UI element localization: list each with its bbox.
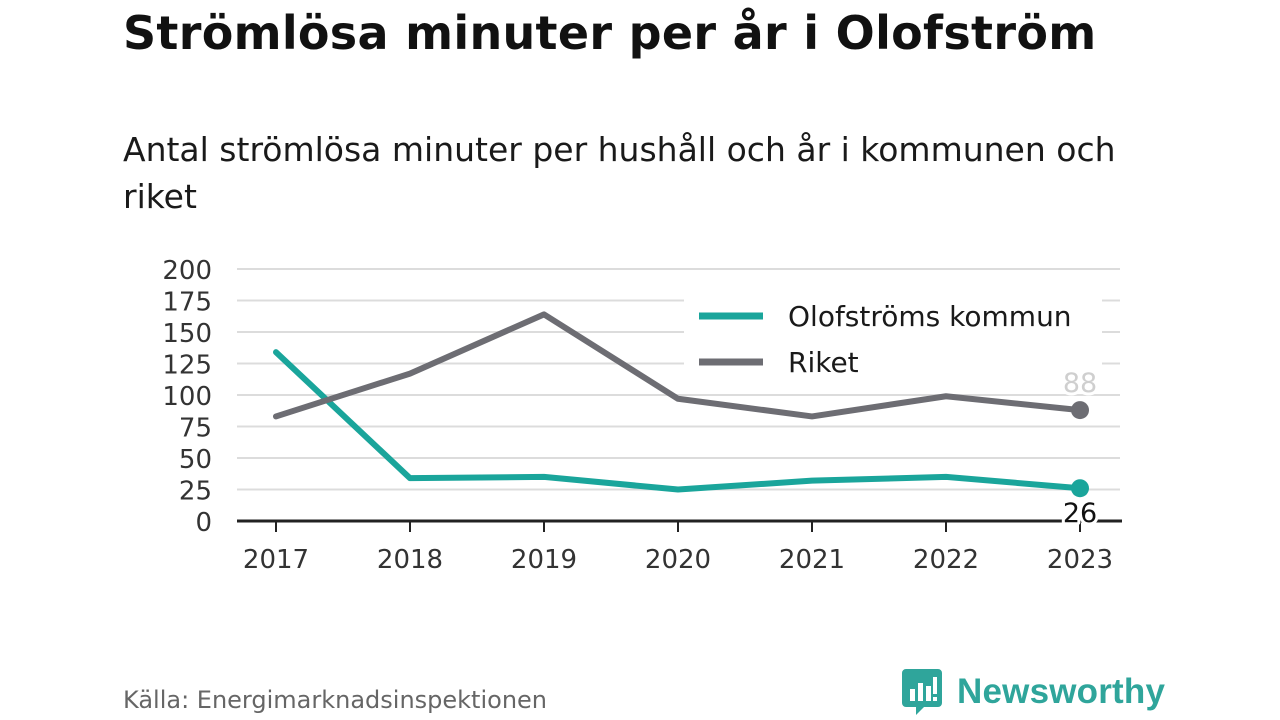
legend-label: Olofströms kommun xyxy=(788,300,1072,333)
brand[interactable]: Newsworthy xyxy=(902,669,1166,715)
legend-label: Riket xyxy=(788,346,859,379)
brand-name: Newsworthy xyxy=(957,672,1166,711)
chart-subtitle: Antal strömlösa minuter per hushåll och … xyxy=(123,130,1116,216)
y-tick-label: 150 xyxy=(162,319,212,349)
series-end-point xyxy=(1071,401,1089,420)
series-end-point xyxy=(1071,479,1089,498)
series-line-riket xyxy=(273,311,1083,420)
end-labels: 26 88 xyxy=(1060,365,1100,532)
legend-background xyxy=(684,296,1102,388)
x-tick-label: 2020 xyxy=(645,545,711,575)
source-note: Källa: Energimarknadsinspektionen xyxy=(123,686,548,714)
y-tick-label: 50 xyxy=(179,445,212,475)
series-end-label: 88 xyxy=(1063,368,1097,399)
x-tick-label: 2023 xyxy=(1047,545,1113,575)
x-tick-label: 2017 xyxy=(243,545,309,575)
series-lines xyxy=(273,311,1089,498)
y-tick-label: 100 xyxy=(162,382,212,412)
chart-title: Strömlösa minuter per år i Olofström xyxy=(123,6,1097,60)
newsworthy-logo-icon xyxy=(902,669,942,715)
y-tick-label: 200 xyxy=(162,256,212,286)
x-axis: 2017 2018 2019 2020 2021 2022 2023 xyxy=(237,519,1122,575)
legend: Olofströms kommun Riket xyxy=(684,296,1102,388)
series-line-olofstrom xyxy=(273,349,1083,493)
series-end-label: 26 xyxy=(1063,498,1097,529)
y-tick-label: 125 xyxy=(162,351,212,381)
x-tick-label: 2018 xyxy=(377,545,443,575)
y-tick-label: 25 xyxy=(179,477,212,507)
y-tick-label: 0 xyxy=(195,508,212,538)
x-tick-label: 2021 xyxy=(779,545,845,575)
y-tick-label: 175 xyxy=(162,288,212,318)
x-tick-label: 2019 xyxy=(511,545,577,575)
x-tick-label: 2022 xyxy=(913,545,979,575)
y-tick-label: 75 xyxy=(179,414,212,444)
